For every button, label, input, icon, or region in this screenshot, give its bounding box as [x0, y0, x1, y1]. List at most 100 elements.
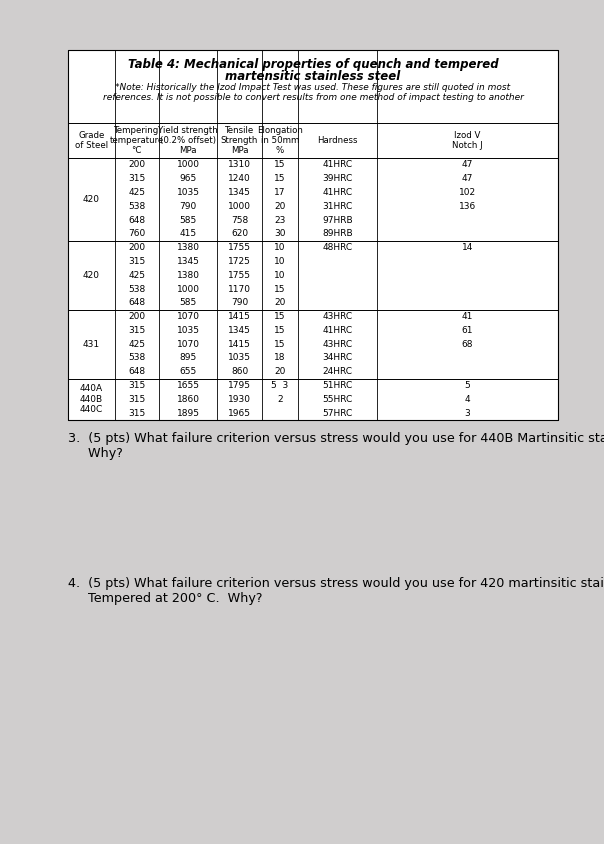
Text: 538: 538	[128, 354, 145, 362]
Text: martensitic stainless steel: martensitic stainless steel	[225, 70, 400, 83]
Text: 15: 15	[274, 326, 286, 335]
Text: 41: 41	[461, 312, 473, 321]
Text: 41HRC: 41HRC	[323, 160, 353, 170]
Text: 1310: 1310	[228, 160, 251, 170]
Text: 10: 10	[274, 243, 286, 252]
Text: *Note: Historically the Izod Impact Test was used. These figures are still quote: *Note: Historically the Izod Impact Test…	[115, 83, 510, 92]
Text: 1000: 1000	[228, 202, 251, 211]
Text: Hardness: Hardness	[317, 136, 358, 145]
Text: 200: 200	[128, 312, 145, 321]
Text: 648: 648	[128, 215, 145, 225]
Text: 1655: 1655	[176, 381, 199, 390]
Text: 420: 420	[83, 195, 100, 204]
Text: 425: 425	[128, 339, 145, 349]
Text: 24HRC: 24HRC	[323, 367, 353, 376]
Text: Yield strength
(0.2% offset)
MPa: Yield strength (0.2% offset) MPa	[158, 126, 218, 155]
Text: 860: 860	[231, 367, 248, 376]
Text: 61: 61	[461, 326, 473, 335]
Text: 1415: 1415	[228, 339, 251, 349]
Text: 420: 420	[83, 271, 100, 279]
Text: 1035: 1035	[176, 326, 199, 335]
Text: Elongation
in 50mm
%: Elongation in 50mm %	[257, 126, 303, 155]
Text: 15: 15	[274, 160, 286, 170]
Text: 4: 4	[464, 395, 470, 403]
Text: 57HRC: 57HRC	[323, 408, 353, 418]
Text: 538: 538	[128, 284, 145, 294]
Text: 55HRC: 55HRC	[323, 395, 353, 403]
Text: 1035: 1035	[176, 188, 199, 197]
Text: 965: 965	[179, 174, 197, 183]
Text: 1000: 1000	[176, 160, 199, 170]
Text: 425: 425	[128, 188, 145, 197]
Text: 1725: 1725	[228, 257, 251, 266]
Text: 1345: 1345	[228, 188, 251, 197]
Text: 5: 5	[464, 381, 471, 390]
Text: 20: 20	[274, 367, 286, 376]
Text: 30: 30	[274, 230, 286, 238]
Text: Grade
of Steel: Grade of Steel	[75, 131, 108, 150]
Text: 1795: 1795	[228, 381, 251, 390]
Text: 1895: 1895	[176, 408, 199, 418]
Text: 315: 315	[128, 326, 145, 335]
Text: 440A
440B
440C: 440A 440B 440C	[80, 384, 103, 414]
Text: 1860: 1860	[176, 395, 199, 403]
Text: Tensile
Strength
MPa: Tensile Strength MPa	[221, 126, 258, 155]
Text: 15: 15	[274, 174, 286, 183]
Text: Tempering
temperature
°C: Tempering temperature °C	[109, 126, 164, 155]
Text: 39HRC: 39HRC	[323, 174, 353, 183]
Text: 17: 17	[274, 188, 286, 197]
Text: 1930: 1930	[228, 395, 251, 403]
Text: 655: 655	[179, 367, 197, 376]
Text: Table 4: Mechanical properties of quench and tempered: Table 4: Mechanical properties of quench…	[127, 58, 498, 71]
Text: 1965: 1965	[228, 408, 251, 418]
Text: 200: 200	[128, 160, 145, 170]
Text: 31HRC: 31HRC	[323, 202, 353, 211]
Text: 790: 790	[231, 298, 248, 307]
Text: 89HRB: 89HRB	[322, 230, 353, 238]
Text: 620: 620	[231, 230, 248, 238]
Text: 47: 47	[461, 160, 473, 170]
Text: 758: 758	[231, 215, 248, 225]
Text: 790: 790	[179, 202, 197, 211]
Text: 1380: 1380	[176, 243, 199, 252]
Text: 15: 15	[274, 339, 286, 349]
Text: 648: 648	[128, 367, 145, 376]
Text: 315: 315	[128, 395, 145, 403]
Text: 648: 648	[128, 298, 145, 307]
Text: 760: 760	[128, 230, 145, 238]
Text: 200: 200	[128, 243, 145, 252]
Text: 415: 415	[179, 230, 197, 238]
Text: 585: 585	[179, 215, 197, 225]
Text: 1000: 1000	[176, 284, 199, 294]
Text: 23: 23	[274, 215, 286, 225]
Text: 68: 68	[461, 339, 473, 349]
Text: 1755: 1755	[228, 243, 251, 252]
Text: 15: 15	[274, 284, 286, 294]
Text: 2: 2	[277, 395, 283, 403]
Text: 10: 10	[274, 271, 286, 279]
Text: 425: 425	[128, 271, 145, 279]
Text: 315: 315	[128, 408, 145, 418]
Text: 41HRC: 41HRC	[323, 326, 353, 335]
Text: 1070: 1070	[176, 312, 199, 321]
Text: 431: 431	[83, 339, 100, 349]
Text: 1240: 1240	[228, 174, 251, 183]
Text: 1070: 1070	[176, 339, 199, 349]
Text: 1380: 1380	[176, 271, 199, 279]
Text: 47: 47	[461, 174, 473, 183]
Text: 1415: 1415	[228, 312, 251, 321]
Text: 97HRB: 97HRB	[322, 215, 353, 225]
Text: 1170: 1170	[228, 284, 251, 294]
Text: 4.  (5 pts) What failure criterion versus stress would you use for 420 martinsit: 4. (5 pts) What failure criterion versus…	[68, 577, 604, 605]
Text: 41HRC: 41HRC	[323, 188, 353, 197]
Text: 51HRC: 51HRC	[323, 381, 353, 390]
Text: 18: 18	[274, 354, 286, 362]
Text: 585: 585	[179, 298, 197, 307]
Text: 3.  (5 pts) What failure criterion versus stress would you use for 440B Martinsi: 3. (5 pts) What failure criterion versus…	[68, 432, 604, 460]
Text: 538: 538	[128, 202, 145, 211]
Text: 315: 315	[128, 381, 145, 390]
Text: 15: 15	[274, 312, 286, 321]
Text: 43HRC: 43HRC	[323, 339, 353, 349]
Text: 315: 315	[128, 174, 145, 183]
Text: 48HRC: 48HRC	[323, 243, 353, 252]
